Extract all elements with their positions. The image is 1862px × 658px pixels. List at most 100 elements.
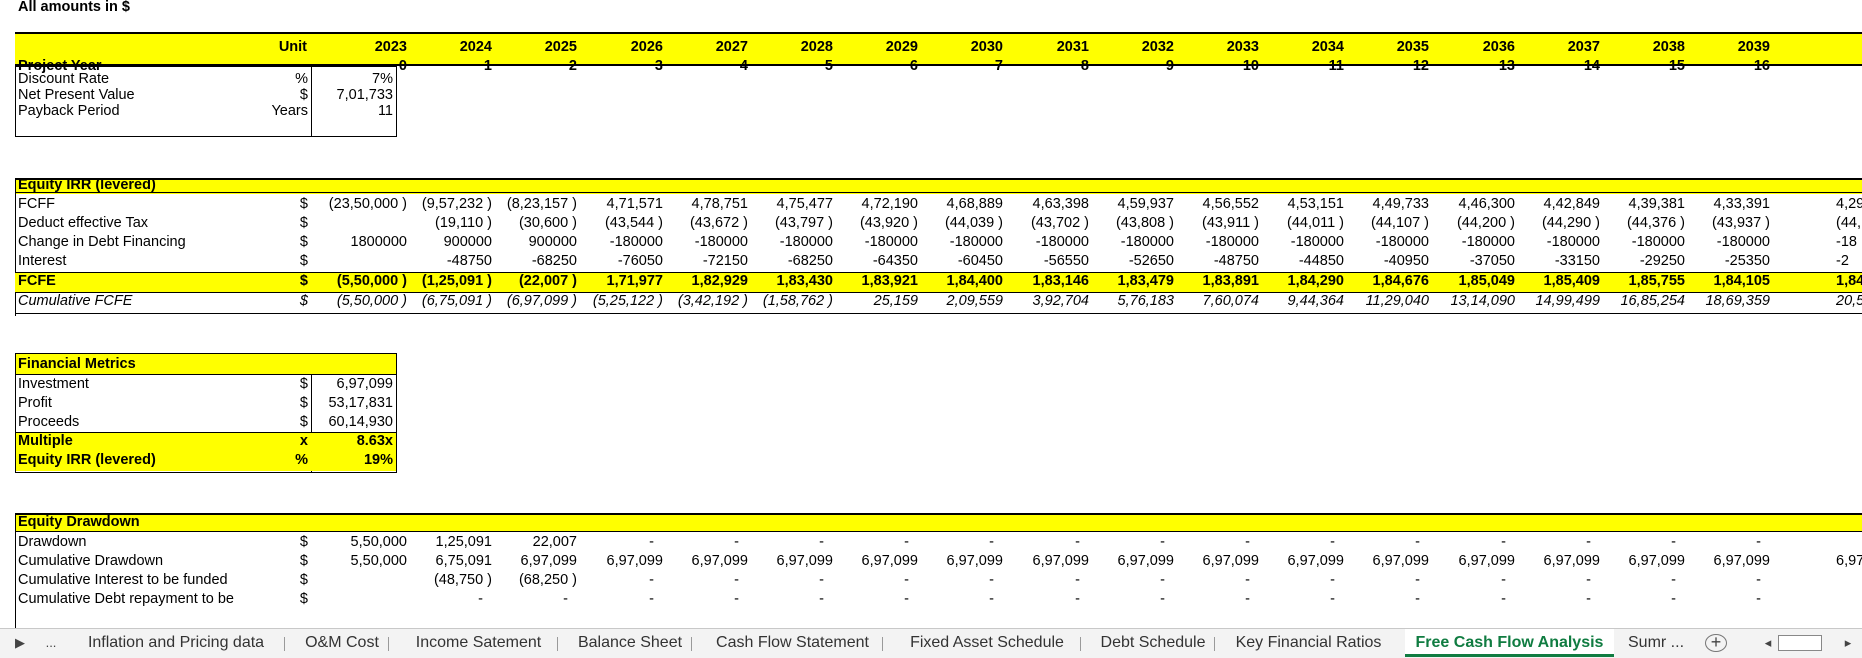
- equity-irr-cell[interactable]: (43,937 ): [1711, 215, 1770, 231]
- equity-irr-cell[interactable]: -180000: [694, 234, 748, 250]
- scroll-tabs-left-icon[interactable]: ▶: [15, 635, 25, 650]
- equity-irr-cell[interactable]: 4,39,381: [1628, 196, 1685, 212]
- equity-irr-cell[interactable]: (1,58,762 ): [762, 293, 833, 309]
- equity-drawdown-cell[interactable]: 6,97,099: [606, 553, 663, 569]
- equity-irr-cell[interactable]: (44,200 ): [1456, 215, 1515, 231]
- equity-irr-cell[interactable]: 900000: [528, 234, 577, 250]
- financial-metric-value[interactable]: 8.63x: [356, 433, 393, 449]
- sheet-tab[interactable]: Key Financial Ratios: [1235, 634, 1382, 651]
- equity-drawdown-cell[interactable]: -: [734, 534, 739, 550]
- equity-drawdown-cell[interactable]: 6,97,099: [520, 553, 577, 569]
- equity-drawdown-cell[interactable]: -: [1671, 591, 1676, 607]
- equity-irr-cell[interactable]: (43,702 ): [1030, 215, 1089, 231]
- equity-irr-cell[interactable]: -180000: [779, 234, 833, 250]
- financial-metric-value[interactable]: 19%: [363, 452, 393, 468]
- equity-irr-cell[interactable]: (30,600 ): [518, 215, 577, 231]
- equity-irr-cell[interactable]: 1,84,290: [1287, 273, 1344, 289]
- equity-drawdown-cell[interactable]: -: [904, 572, 909, 588]
- equity-drawdown-cell[interactable]: -: [734, 591, 739, 607]
- equity-irr-cell[interactable]: 4,63,398: [1032, 196, 1089, 212]
- equity-drawdown-cell[interactable]: -: [1330, 534, 1335, 550]
- equity-drawdown-cell[interactable]: -: [1075, 534, 1080, 550]
- equity-irr-cell[interactable]: 4,75,477: [776, 196, 833, 212]
- equity-irr-cell[interactable]: 4,42,849: [1543, 196, 1600, 212]
- equity-irr-cell[interactable]: 1,85,755: [1628, 273, 1685, 289]
- equity-irr-cell[interactable]: (43,911 ): [1202, 215, 1259, 231]
- equity-irr-cell[interactable]: 4,53,151: [1287, 196, 1344, 212]
- equity-drawdown-cell[interactable]: -: [819, 591, 824, 607]
- equity-irr-cell[interactable]: -180000: [1205, 234, 1259, 250]
- equity-irr-cell[interactable]: (8,23,157 ): [506, 196, 577, 212]
- equity-drawdown-cell[interactable]: 6,75,091: [435, 553, 492, 569]
- equity-irr-cell[interactable]: (5,25,122 ): [592, 293, 663, 309]
- equity-drawdown-cell[interactable]: 6,97,099: [861, 553, 918, 569]
- equity-drawdown-cell[interactable]: -: [1586, 591, 1591, 607]
- equity-drawdown-cell[interactable]: -: [819, 534, 824, 550]
- summary-value[interactable]: 7,01,733: [336, 87, 393, 103]
- equity-drawdown-cell[interactable]: 6,97,099: [691, 553, 748, 569]
- equity-drawdown-cell[interactable]: (68,250 ): [518, 572, 577, 588]
- equity-irr-cell[interactable]: (23,50,000 ): [328, 196, 407, 212]
- equity-drawdown-cell[interactable]: [326, 571, 410, 590]
- equity-drawdown-cell[interactable]: 6,97,099: [1032, 553, 1089, 569]
- equity-irr-cell[interactable]: (5,50,000 ): [336, 293, 407, 309]
- equity-drawdown-cell[interactable]: -: [1160, 591, 1165, 607]
- equity-drawdown-cell[interactable]: -: [649, 591, 654, 607]
- equity-irr-cell[interactable]: (43,920 ): [859, 215, 918, 231]
- equity-irr-cell[interactable]: -180000: [864, 234, 918, 250]
- equity-irr-cell[interactable]: -52650: [1128, 253, 1174, 269]
- equity-irr-cell[interactable]: 1,84,400: [946, 273, 1003, 289]
- equity-drawdown-cell[interactable]: -: [1245, 572, 1250, 588]
- equity-drawdown-cell[interactable]: -: [1330, 572, 1335, 588]
- sheet-tab[interactable]: Debt Schedule: [1100, 634, 1206, 651]
- equity-irr-cell[interactable]: -180000: [1035, 234, 1089, 250]
- equity-drawdown-cell[interactable]: -: [904, 534, 909, 550]
- equity-drawdown-cell[interactable]: -: [819, 572, 824, 588]
- sheet-tab[interactable]: Cash Flow Statement: [716, 634, 869, 651]
- equity-irr-cell[interactable]: -180000: [1546, 234, 1600, 250]
- equity-irr-cell[interactable]: -25350: [1724, 253, 1770, 269]
- equity-irr-cell[interactable]: 1,83,479: [1117, 273, 1174, 289]
- equity-irr-cell[interactable]: 4,78,751: [691, 196, 748, 212]
- equity-irr-cell[interactable]: -37050: [1469, 253, 1515, 269]
- equity-irr-cell[interactable]: 4,59,937: [1117, 196, 1174, 212]
- equity-irr-cell[interactable]: (43,672 ): [689, 215, 748, 231]
- equity-drawdown-cell[interactable]: -: [1586, 534, 1591, 550]
- equity-irr-cell[interactable]: 4,46,300: [1458, 196, 1515, 212]
- equity-drawdown-cell[interactable]: -: [478, 591, 483, 607]
- equity-drawdown-cell[interactable]: 6,97,099: [1117, 553, 1174, 569]
- equity-drawdown-cell[interactable]: -: [1501, 534, 1506, 550]
- equity-irr-cell[interactable]: -48750: [446, 253, 492, 269]
- equity-drawdown-cell[interactable]: 6,97,099: [1543, 553, 1600, 569]
- equity-irr-cell[interactable]: -72150: [702, 253, 748, 269]
- financial-metric-value[interactable]: 60,14,930: [328, 414, 393, 430]
- sheet-tab[interactable]: Fixed Asset Schedule: [910, 634, 1064, 651]
- equity-irr-cell[interactable]: -40950: [1383, 253, 1429, 269]
- equity-irr-cell[interactable]: 4,56,552: [1202, 196, 1259, 212]
- equity-irr-cell[interactable]: 4,71,571: [606, 196, 663, 212]
- equity-irr-cell[interactable]: -180000: [1120, 234, 1174, 250]
- equity-drawdown-cell[interactable]: -: [1075, 591, 1080, 607]
- equity-irr-cell[interactable]: -44850: [1298, 253, 1344, 269]
- sheet-tab[interactable]: Free Cash Flow Analysis: [1405, 629, 1614, 657]
- equity-irr-cell[interactable]: -33150: [1554, 253, 1600, 269]
- equity-irr-cell[interactable]: 1,83,430: [776, 273, 833, 289]
- equity-irr-cell[interactable]: (5,50,000 ): [336, 273, 407, 289]
- equity-drawdown-cell[interactable]: -: [649, 572, 654, 588]
- equity-irr-cell[interactable]: (44,039 ): [944, 215, 1003, 231]
- summary-value[interactable]: 7%: [372, 71, 393, 87]
- equity-irr-cell[interactable]: 900000: [443, 234, 492, 250]
- equity-drawdown-cell[interactable]: -: [734, 572, 739, 588]
- equity-irr-cell[interactable]: 1,83,146: [1032, 273, 1089, 289]
- equity-irr-cell[interactable]: (44,011 ): [1287, 215, 1344, 231]
- equity-irr-cell[interactable]: [326, 214, 410, 233]
- equity-irr-cell[interactable]: 4,33,391: [1713, 196, 1770, 212]
- equity-irr-cell[interactable]: 1800000: [350, 234, 407, 250]
- equity-drawdown-cell[interactable]: -: [1330, 591, 1335, 607]
- equity-irr-cell[interactable]: (9,57,232 ): [421, 196, 492, 212]
- equity-drawdown-cell[interactable]: 5,50,000: [350, 553, 407, 569]
- equity-irr-cell[interactable]: -180000: [1290, 234, 1344, 250]
- equity-irr-cell[interactable]: (6,97,099 ): [506, 293, 577, 309]
- equity-irr-cell[interactable]: (6,75,091 ): [421, 293, 492, 309]
- equity-irr-cell[interactable]: (43,797 ): [774, 215, 833, 231]
